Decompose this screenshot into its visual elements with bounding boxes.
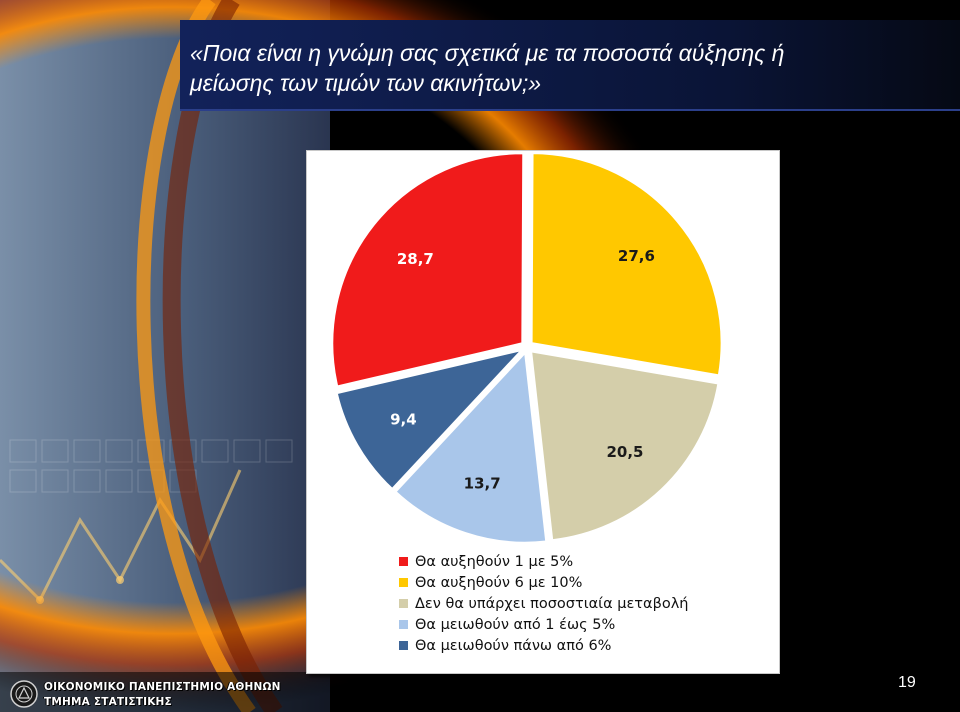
legend-item-4: Θα μειωθούν από 1 έως 5% [399,614,688,635]
pie-value-label-1: 28,7 [397,250,434,268]
pie-chart: 27,6 20,5 13,7 9,4 28,7 [331,152,723,544]
pie-value-label-2: 27,6 [618,247,655,265]
legend-swatch-1 [399,557,408,566]
title-line-2: μείωσης των τιμών των ακινήτων;» [190,70,542,96]
chart-panel: 27,6 20,5 13,7 9,4 28,7 Θα αυξηθούν 1 με 5% Θ… [306,150,780,674]
title-line-1: «Ποια είναι η γνώμη σας σχετικά με τα πο… [190,40,785,66]
legend-item-2: Θα αυξηθούν 6 με 10% [399,572,688,593]
legend-swatch-4 [399,620,408,629]
legend-swatch-5 [399,641,408,650]
page-number: 19 [898,674,916,691]
legend-swatch-3 [399,599,408,608]
footer-institution: ΟΙΚΟΝΟΜΙΚΟ ΠΑΝΕΠΙΣΤΗΜΙΟ ΑΘΗΝΩΝ ΤΜΗΜΑ ΣΤΑ… [44,680,281,710]
legend-label-4: Θα μειωθούν από 1 έως 5% [415,616,616,633]
legend-item-1: Θα αυξηθούν 1 με 5% [399,551,688,572]
pie-slice-4 [394,350,548,544]
legend-label-3: Δεν θα υπάρχει ποσοστιαία μεταβολή [415,595,689,612]
pie-slice-1 [331,152,525,388]
pie-value-label-3: 20,5 [606,443,643,461]
legend-item-3: Δεν θα υπάρχει ποσοστιαία μεταβολή [399,593,688,614]
footer-line-1: ΟΙΚΟΝΟΜΙΚΟ ΠΑΝΕΠΙΣΤΗΜΙΟ ΑΘΗΝΩΝ [44,681,281,693]
pie-slice-5 [335,348,525,491]
legend-item-5: Θα μειωθούν πάνω από 6% [399,635,688,656]
legend-label-2: Θα αυξηθούν 6 με 10% [415,574,583,591]
pie-slice-2 [530,152,723,377]
university-seal-icon [10,680,38,708]
legend-label-1: Θα αυξηθούν 1 με 5% [415,553,574,570]
legend-label-5: Θα μειωθούν πάνω από 6% [415,637,612,654]
footer-line-2: ΤΜΗΜΑ ΣΤΑΤΙΣΤΙΚΗΣ [44,696,172,708]
chart-legend: Θα αυξηθούν 1 με 5% Θα αυξηθούν 6 με 10% Δ… [399,551,688,656]
pie-slice-3 [529,350,720,542]
pie-value-label-5: 9,4 [390,411,417,429]
legend-swatch-2 [399,578,408,587]
pie-value-label-4: 13,7 [464,475,501,493]
slide-title: «Ποια είναι η γνώμη σας σχετικά με τα πο… [190,38,910,98]
